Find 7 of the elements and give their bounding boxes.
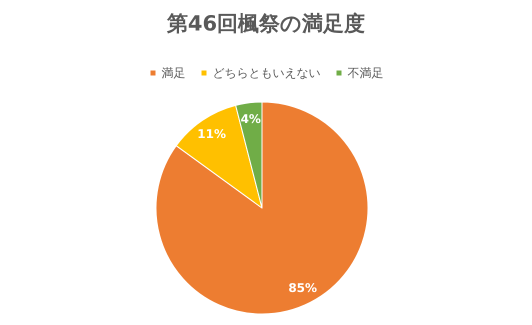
data-label: 11%: [197, 126, 226, 141]
chart-title: 第46回楓祭の満足度: [166, 12, 366, 36]
data-label: 4%: [240, 112, 261, 126]
data-label: 85%: [288, 280, 318, 295]
legend-label: 不満足: [348, 66, 384, 80]
legend-label: どちらともいえない: [212, 66, 320, 80]
legend-label: 満足: [162, 66, 186, 80]
